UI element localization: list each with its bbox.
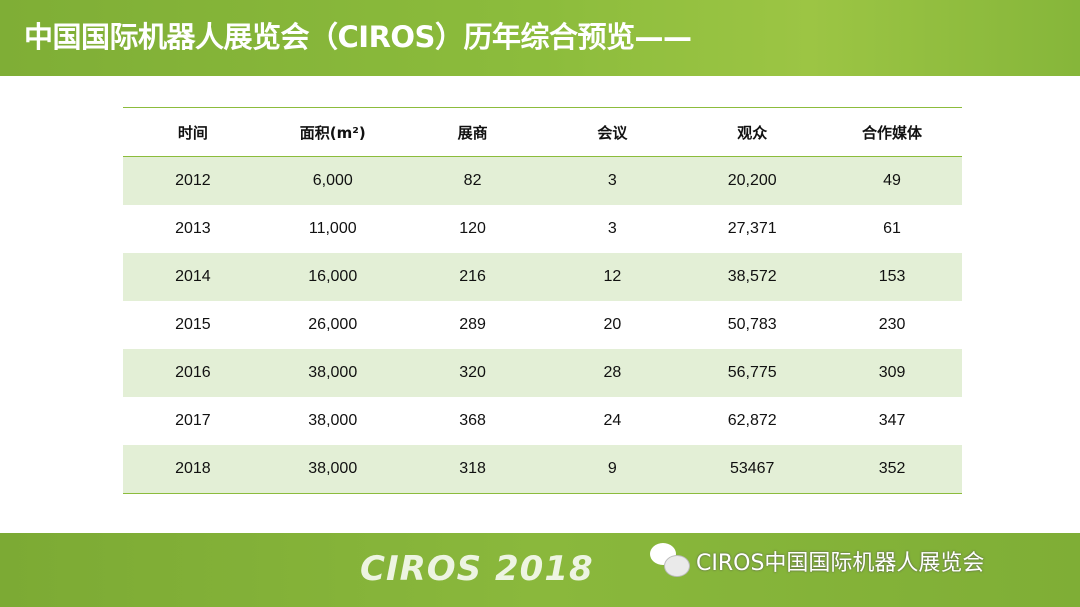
table-cell: 53467: [682, 445, 823, 494]
table-cell: 50,783: [727, 316, 777, 333]
page-title: 中国国际机器人展览会（CIROS）历年综合预览——: [24, 20, 692, 54]
table-row: 2013 11,000 120 3 27,371 61: [123, 205, 962, 253]
table-cell: 12: [542, 253, 683, 301]
table-cell: 38,000: [262, 445, 403, 494]
table-cell: 2016: [123, 349, 263, 397]
table-row: 2018 38,000 318 9 53467 352: [123, 445, 962, 494]
table-row: 2017 38,000 368 24 62,872 347: [123, 397, 962, 445]
column-header: 合作媒体: [822, 107, 962, 157]
column-header: 会议: [542, 107, 683, 157]
table-cell: 28: [542, 349, 683, 397]
wechat-watermark: CIROS中国国际机器人展览会: [650, 543, 984, 579]
column-header: 面积(m²): [262, 107, 403, 157]
table-cell: 26,000: [308, 316, 358, 333]
table-cell: 216: [402, 253, 543, 301]
table-cell: 120: [459, 220, 486, 237]
table-row: 2016 38,000 320 28 56,775 309: [123, 349, 962, 397]
table-row: 2015 26,000 289 20 50,783 230: [123, 301, 962, 349]
table-cell: 27,371: [727, 220, 777, 237]
table-cell: 82: [402, 156, 543, 205]
table-cell: 2017: [175, 412, 211, 429]
wechat-icon: [650, 543, 690, 579]
table-cell: 38,000: [308, 412, 358, 429]
watermark-text: CIROS中国国际机器人展览会: [696, 551, 985, 576]
column-header: 展商: [402, 107, 543, 157]
table-cell: 11,000: [308, 220, 357, 237]
table-cell: 6,000: [262, 156, 403, 205]
header-banner: 中国国际机器人展览会（CIROS）历年综合预览——: [0, 0, 1080, 76]
table-cell: 309: [822, 349, 962, 397]
table-cell: 2015: [175, 316, 211, 333]
table-header-row: 时间 面积(m²) 展商 会议 观众 合作媒体: [123, 107, 962, 157]
table-cell: 3: [607, 220, 617, 237]
table-cell: 320: [402, 349, 543, 397]
table-cell: 20,200: [682, 156, 823, 205]
table-cell: 61: [883, 220, 901, 237]
table-cell: 368: [459, 412, 486, 429]
table-row: 2012 6,000 82 3 20,200 49: [123, 156, 962, 205]
table-cell: 230: [878, 316, 906, 333]
table-cell: 38,572: [682, 253, 823, 301]
table-cell: 24: [603, 412, 622, 429]
table-cell: 3: [542, 156, 683, 205]
table-row: 2014 16,000 216 12 38,572 153: [123, 253, 962, 301]
table-cell: 49: [822, 156, 962, 205]
table-cell: 2014: [123, 253, 263, 301]
history-table: 时间 面积(m²) 展商 会议 观众 合作媒体 2012 6,000 82 3 20,200 49 2…: [123, 107, 962, 494]
column-header: 观众: [682, 107, 823, 157]
table-cell: 9: [542, 445, 683, 494]
table-cell: 347: [878, 412, 906, 429]
table-cell: 56,775: [682, 349, 823, 397]
table-cell: 38,000: [262, 349, 403, 397]
table-cell: 2018: [123, 445, 263, 494]
table-cell: 62,872: [727, 412, 777, 429]
footer-banner: CIROS 2018 CIROS中国国际机器人展览会: [0, 533, 1080, 607]
table-cell: 352: [822, 445, 962, 494]
column-header: 时间: [123, 107, 263, 157]
table-cell: 2012: [123, 156, 263, 205]
table-cell: 318: [402, 445, 543, 494]
table-cell: 16,000: [262, 253, 403, 301]
table-cell: 153: [822, 253, 962, 301]
table-cell: 20: [603, 316, 622, 333]
ciros-logo: CIROS 2018: [360, 549, 594, 589]
table-cell: 289: [459, 316, 486, 333]
table-cell: 2013: [175, 220, 211, 237]
